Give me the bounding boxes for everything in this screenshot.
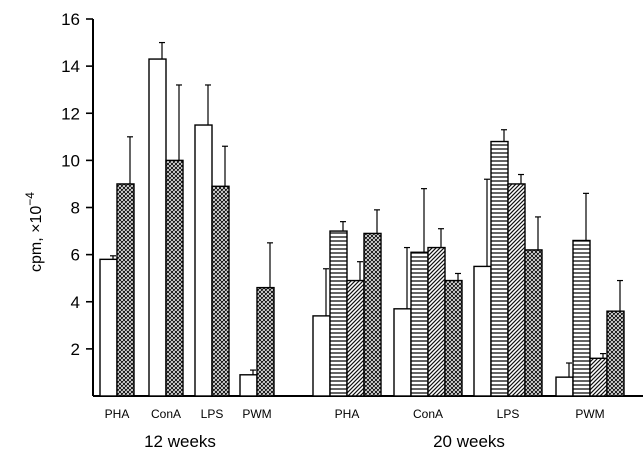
y-ticks: 2 4 6 8 10 12 14 16 (61, 10, 93, 359)
x-tick-label: PHA (105, 407, 130, 421)
bar-horizontal-lines (572, 239, 591, 397)
bar-open (555, 376, 574, 397)
y-tick-label: 12 (61, 104, 80, 123)
y-axis-label: cpm, ×10−4 (23, 192, 45, 272)
x-tick-label: LPS (201, 407, 224, 421)
x-tick-label: LPS (497, 407, 520, 421)
x-tick-label: ConA (151, 407, 181, 421)
bar-diagonal-lines (507, 183, 526, 397)
y-tick-label: 16 (61, 10, 80, 29)
bar-horizontal-lines (329, 230, 348, 397)
y-tick-label: 10 (61, 151, 80, 170)
bar-open (473, 265, 492, 397)
y-tick-label: 14 (61, 57, 80, 76)
bar-cross-hatched (363, 232, 382, 397)
bars (99, 41, 625, 397)
group-label: 12 weeks (144, 432, 216, 451)
bar-open (312, 315, 331, 397)
bar-diagonal-lines (346, 279, 365, 397)
bar-open (99, 258, 118, 397)
x-tick-label: PWM (575, 407, 604, 421)
bar-open (194, 124, 213, 397)
bar-open (393, 308, 412, 397)
bar-cross-hatched (256, 286, 275, 397)
bar-cross-hatched (211, 185, 230, 397)
x-tick-label: ConA (413, 407, 443, 421)
bar-cross-hatched (444, 279, 463, 397)
x-tick-labels: PHA ConA LPS PWM PHA ConA LPS PWM (105, 407, 605, 421)
bar-diagonal-lines (589, 357, 608, 397)
x-tick-label: PWM (242, 407, 271, 421)
y-axis-label-exponent: −4 (23, 192, 37, 206)
bar-cross-hatched (165, 159, 184, 397)
y-tick-label: 8 (71, 199, 80, 218)
bar-cross-hatched (116, 183, 135, 397)
y-tick-label: 6 (71, 246, 80, 265)
bar-open (148, 58, 167, 397)
group-labels: 12 weeks 20 weeks (144, 432, 505, 451)
group-label: 20 weeks (433, 432, 505, 451)
bar-cross-hatched (606, 310, 625, 397)
bar-cross-hatched (524, 249, 543, 397)
x-tick-label: PHA (335, 407, 360, 421)
bar-open (239, 374, 258, 397)
y-tick-label: 2 (71, 340, 80, 359)
bar-diagonal-lines (427, 246, 446, 397)
bar-horizontal-lines (410, 251, 429, 397)
y-tick-label: 4 (71, 293, 80, 312)
bar-horizontal-lines (490, 140, 509, 397)
